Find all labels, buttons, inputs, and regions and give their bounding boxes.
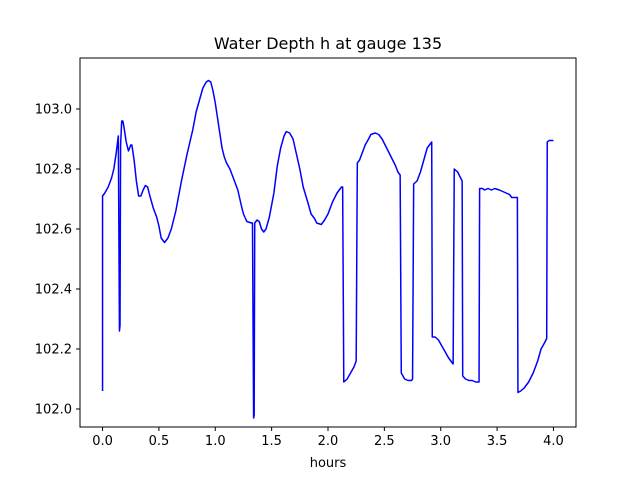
x-tick-label: 1.0 [205, 434, 226, 449]
x-axis-label: hours [310, 456, 347, 471]
x-tick-label: 3.5 [487, 434, 508, 449]
plot-area: 0.0 0.5 1.0 1.5 2.0 2.5 3.0 3.5 4.0 102.0 102.2 102… [35, 57, 577, 449]
x-tick-label: 2.5 [374, 434, 395, 449]
x-tick-label: 4.0 [543, 434, 564, 449]
x-tick-label: 0.5 [149, 434, 170, 449]
x-tick-label: 0.0 [92, 434, 113, 449]
y-tick-label: 102.8 [35, 163, 72, 178]
x-tick-label: 1.5 [261, 434, 282, 449]
chart-title: Water Depth h at gauge 135 [214, 34, 442, 53]
y-tick-label: 102.2 [35, 343, 72, 358]
y-tick-label: 102.6 [35, 223, 72, 238]
y-tick-label: 103.0 [35, 103, 72, 118]
x-tick-label: 3.0 [430, 434, 451, 449]
x-tick-label: 2.0 [318, 434, 339, 449]
y-tick-label: 102.0 [35, 403, 72, 418]
series-line-1 [101, 79, 554, 419]
y-tick-label: 102.4 [35, 283, 72, 298]
